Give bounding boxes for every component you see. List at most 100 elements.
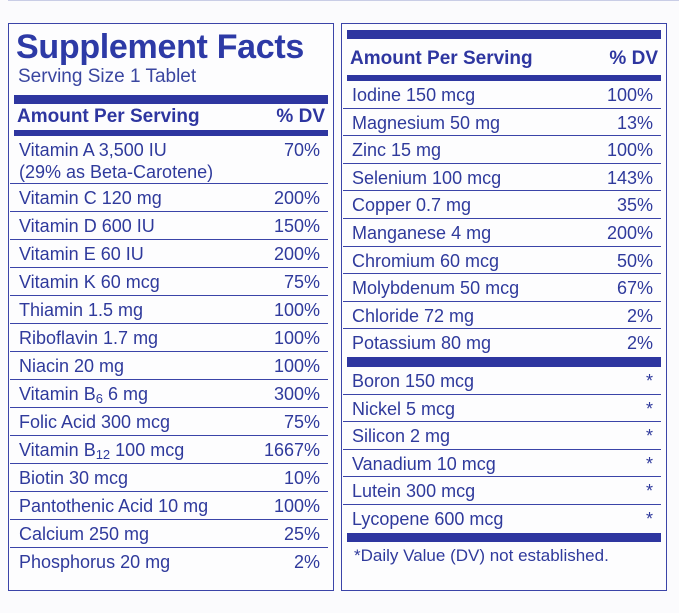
nutrient-name: Biotin 30 mcg: [19, 468, 129, 488]
daily-value: 75%: [283, 272, 320, 292]
nutrient-name-text: Vitamin B: [19, 384, 96, 404]
nutrient-row: Thiamin 1.5 mg 100%: [10, 296, 328, 324]
daily-value: 2%: [293, 552, 320, 572]
nutrient-name: Chromium 60 mcg: [352, 250, 500, 271]
footnote: *Daily Value (DV) not established.: [354, 545, 609, 565]
daily-value: 100%: [606, 85, 653, 105]
nutrient-name: Phosphorus 20 mg: [19, 552, 171, 572]
daily-value: *: [645, 426, 653, 447]
daily-value: 67%: [616, 278, 653, 299]
nutrient-row: Riboflavin 1.7 mg 100%: [10, 324, 328, 352]
nutrient-row: Vitamin B12 100 mcg 1667%: [10, 436, 328, 464]
right-column-header: Amount Per Serving % DV: [342, 39, 666, 75]
nutrient-name: Thiamin 1.5 mg: [19, 300, 144, 320]
left-column-header: Amount Per Serving % DV: [9, 104, 333, 130]
divider-bar: [14, 95, 328, 104]
nutrient-row: Phosphorus 20 mg 2%: [10, 548, 328, 576]
nutrient-amount: 100 mcg: [110, 440, 185, 460]
nutrient-row: Potassium 80 mg 2%: [343, 329, 661, 357]
daily-value: 150%: [273, 216, 320, 236]
nutrient-name: Vitamin A 3,500 IU (29% as Beta-Carotene…: [19, 140, 214, 182]
daily-value: 100%: [273, 496, 320, 516]
daily-value: 100%: [606, 140, 653, 161]
nutrient-row: Iodine 150 mcg 100%: [343, 81, 661, 109]
dv-heading: % DV: [276, 106, 325, 127]
nutrient-name: Boron 150 mcg: [352, 370, 475, 391]
nutrient-name: Vitamin C 120 mg: [19, 188, 162, 208]
nutrient-name-text: Vitamin B: [19, 440, 96, 460]
daily-value: 10%: [283, 468, 320, 488]
nutrient-row: Niacin 20 mg 100%: [10, 352, 328, 380]
nutrient-name: Lycopene 600 mcg: [352, 508, 504, 529]
nutrient-row: Vitamin A 3,500 IU (29% as Beta-Carotene…: [10, 136, 328, 184]
left-nutrient-list: Vitamin A 3,500 IU (29% as Beta-Carotene…: [9, 136, 333, 576]
daily-value: 75%: [283, 412, 320, 432]
nutrient-name: Vitamin K 60 mcg: [19, 272, 160, 292]
nutrient-name: Nickel 5 mcg: [352, 398, 456, 419]
nutrient-row: Chloride 72 mg 2%: [343, 302, 661, 330]
nutrient-row: Folic Acid 300 mcg 75%: [10, 408, 328, 436]
right-nutrient-list: Iodine 150 mcg 100% Magnesium 50 mg 13% Zinc…: [342, 81, 666, 357]
nutrient-name: Zinc 15 mg: [352, 140, 442, 161]
nutrient-row: Molybdenum 50 mcg 67%: [343, 274, 661, 302]
nutrient-name: Riboflavin 1.7 mg: [19, 328, 159, 348]
nutrient-name: Lutein 300 mcg: [352, 481, 476, 502]
daily-value: 200%: [606, 222, 653, 243]
divider-bar: [347, 532, 661, 542]
divider-bar: [347, 75, 661, 81]
daily-value: *: [645, 398, 653, 419]
panel-title: Supplement Facts: [16, 28, 305, 66]
nutrient-name-subscript: 6: [95, 391, 103, 406]
nutrient-row: Selenium 100 mcg 143%: [343, 164, 661, 192]
daily-value: 25%: [283, 524, 320, 544]
serving-size: Serving Size 1 Tablet: [18, 66, 197, 87]
nutrient-row: Manganese 4 mg 200%: [343, 219, 661, 247]
nutrient-row: Vitamin E 60 IU 200%: [10, 240, 328, 268]
package-edge: [8, 0, 679, 30]
daily-value: 70%: [283, 140, 320, 160]
amount-per-serving-heading: Amount Per Serving: [350, 48, 533, 69]
daily-value: 2%: [626, 333, 653, 354]
nutrient-name: Niacin 20 mg: [19, 356, 125, 376]
divider-bar: [14, 130, 328, 136]
daily-value: 13%: [616, 112, 653, 133]
supplement-facts-left-panel: Supplement Facts Serving Size 1 Tablet A…: [8, 23, 334, 591]
nutrient-name: Vitamin B6 6 mg: [19, 383, 148, 410]
nutrient-name: Vitamin B12 100 mcg: [19, 439, 184, 466]
nutrient-row: Vitamin D 600 IU 150%: [10, 212, 328, 240]
daily-value: 35%: [616, 195, 653, 216]
amount-per-serving-heading: Amount Per Serving: [17, 106, 200, 127]
daily-value: *: [645, 508, 653, 529]
nutrient-row: Vitamin K 60 mcg 75%: [10, 268, 328, 296]
nutrient-name: Manganese 4 mg: [352, 222, 492, 243]
nutrient-name: Calcium 250 mg: [19, 524, 150, 544]
nutrient-name: Magnesium 50 mg: [352, 112, 501, 133]
divider-bar: [347, 30, 661, 39]
nutrient-row: Vanadium 10 mcg *: [343, 450, 661, 478]
daily-value: *: [645, 481, 653, 502]
daily-value: 143%: [606, 167, 653, 188]
nutrient-name: Chloride 72 mg: [352, 305, 475, 326]
nutrient-name: Vitamin D 600 IU: [19, 216, 155, 236]
daily-value: *: [645, 370, 653, 391]
right-nutrient-list-no-dv: Boron 150 mcg * Nickel 5 mcg * Silicon 2 mg *…: [342, 367, 666, 533]
dv-heading: % DV: [609, 48, 658, 69]
nutrient-name: Iodine 150 mcg: [352, 85, 476, 105]
nutrient-row: Copper 0.7 mg 35%: [343, 191, 661, 219]
nutrient-row: Calcium 250 mg 25%: [10, 520, 328, 548]
nutrient-name: Vitamin E 60 IU: [19, 244, 144, 264]
nutrient-row: Nickel 5 mcg *: [343, 395, 661, 423]
daily-value: 50%: [616, 250, 653, 271]
nutrient-row: Boron 150 mcg *: [343, 367, 661, 395]
daily-value: 100%: [273, 300, 320, 320]
nutrient-amount: 6 mg: [102, 384, 148, 404]
daily-value: 200%: [273, 188, 320, 208]
nutrient-name: Selenium 100 mcg: [352, 167, 502, 188]
nutrient-name: Silicon 2 mg: [352, 426, 451, 447]
nutrient-row: Vitamin B6 6 mg 300%: [10, 380, 328, 408]
nutrient-name: Copper 0.7 mg: [352, 195, 472, 216]
nutrient-row: Pantothenic Acid 10 mg 100%: [10, 492, 328, 520]
nutrient-name: Potassium 80 mg: [352, 333, 492, 354]
nutrient-name: Molybdenum 50 mcg: [352, 278, 520, 299]
nutrient-name: Folic Acid 300 mcg: [19, 412, 171, 432]
